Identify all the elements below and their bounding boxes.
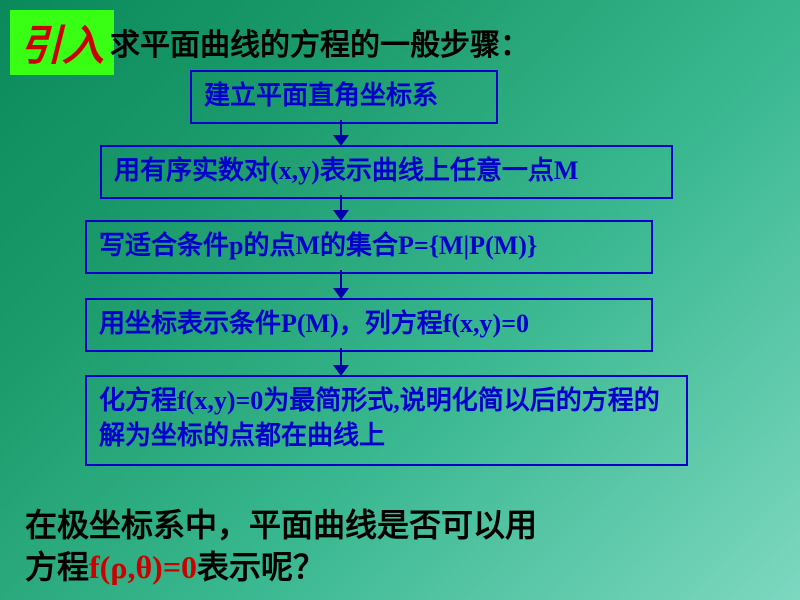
step-box-2: 用有序实数对(x,y)表示曲线上任意一点M <box>100 145 673 199</box>
intro-badge: 引入 <box>10 10 114 75</box>
step-box-4: 用坐标表示条件P(M)，列方程f(x,y)=0 <box>85 298 653 352</box>
question-line1: 在极坐标系中，平面曲线是否可以用 <box>25 507 537 543</box>
arrow-head-1 <box>333 135 349 146</box>
step-box-3: 写适合条件p的点M的集合P={M|P(M)} <box>85 220 653 274</box>
question-line2-post: 表示呢？ <box>197 549 325 585</box>
slide: 引入 求平面曲线的方程的一般步骤： 在极坐标系中，平面曲线是否可以用 方程f(ρ… <box>0 0 800 600</box>
question-text: 在极坐标系中，平面曲线是否可以用 方程f(ρ,θ)=0表示呢？ <box>25 505 537 588</box>
question-highlight: f(ρ,θ)=0 <box>89 549 197 585</box>
question-line2-pre: 方程 <box>25 549 89 585</box>
arrow-line-3 <box>340 270 342 290</box>
arrow-head-4 <box>333 365 349 376</box>
step-box-5: 化方程f(x,y)=0为最简形式,说明化简以后的方程的解为坐标的点都在曲线上 <box>85 375 688 466</box>
step-box-1: 建立平面直角坐标系 <box>190 70 498 124</box>
slide-title: 求平面曲线的方程的一般步骤： <box>110 20 530 64</box>
arrow-head-2 <box>333 210 349 221</box>
arrow-head-3 <box>333 288 349 299</box>
